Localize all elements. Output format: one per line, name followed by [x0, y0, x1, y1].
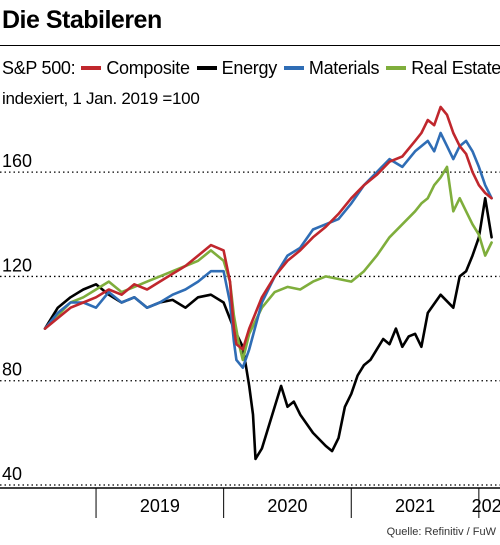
series-line-energy [43, 196, 493, 461]
chart-title: Die Stabileren [2, 6, 162, 34]
legend-item-energy: Energy [196, 57, 278, 79]
legend-item-real-estate: Real Estate [386, 58, 500, 79]
y-tick-label-160: 160 [2, 151, 32, 171]
title-divider [0, 45, 500, 46]
legend-label-composite: Composite [106, 57, 190, 78]
legend-swatch-energy [196, 66, 217, 70]
series-line-composite [43, 105, 493, 351]
x-tick-label-2020: 2020 [267, 496, 307, 516]
x-tick-label-2022: 2022 [472, 496, 500, 516]
chart-subtitle: indexiert, 1 Jan. 2019 =100 [2, 89, 200, 108]
legend: S&P 500: Composite Energy Materials Real… [2, 56, 500, 80]
source-note: Quelle: Refinitiv / FuW [386, 526, 496, 538]
legend-item-materials: Materials [283, 57, 380, 79]
legend-prefix: S&P 500: [2, 57, 76, 78]
legend-swatch-materials [283, 66, 304, 70]
y-tick-label-120: 120 [2, 255, 32, 275]
series-line-materials [43, 131, 493, 369]
x-tick-label-2021: 2021 [395, 496, 435, 516]
legend-swatch-real-estate [386, 66, 407, 70]
x-tick-label-2019: 2019 [140, 496, 180, 516]
legend-item-composite: Composite [81, 57, 190, 79]
y-tick-label-40: 40 [2, 464, 22, 484]
legend-label-real-estate: Real Estate [411, 57, 500, 78]
legend-swatch-composite [81, 66, 102, 70]
y-tick-label-80: 80 [2, 360, 22, 380]
legend-label-energy: Energy [221, 57, 278, 78]
legend-label-materials: Materials [308, 57, 380, 78]
